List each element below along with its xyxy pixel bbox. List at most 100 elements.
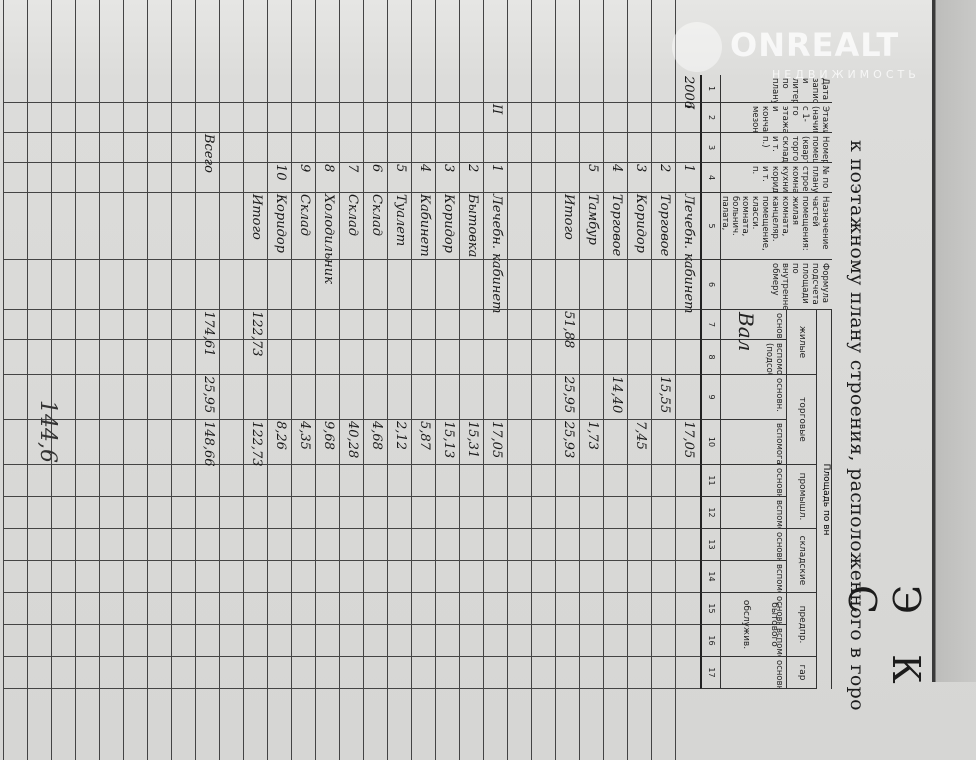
table-cell-col-10: 148,66 xyxy=(196,420,220,467)
table-cell-col-15 xyxy=(28,593,52,625)
table-cell-col-8 xyxy=(484,340,508,375)
table-cell-col-9 xyxy=(412,375,436,420)
table-cell-col-10: 25,93 xyxy=(556,420,580,465)
table-cell-col-2 xyxy=(220,103,244,133)
table-cell-col-15 xyxy=(508,593,532,625)
table-cell-col-4 xyxy=(124,163,148,193)
table-cell-col-14 xyxy=(508,561,532,593)
table-row: 5 Туалет 2,12 xyxy=(387,0,412,760)
table-cell-col-17 xyxy=(364,657,388,689)
table-cell-col-8 xyxy=(556,340,580,375)
table-cell-col-15 xyxy=(652,593,676,625)
table-cell-col-11 xyxy=(460,465,484,497)
table-cell-col-3 xyxy=(316,133,340,163)
table-cell-col-4 xyxy=(148,163,172,193)
table-row xyxy=(75,0,100,760)
table-cell-col-13 xyxy=(580,529,604,561)
table-cell-col-15 xyxy=(4,593,28,625)
table-cell-col-6 xyxy=(76,260,100,310)
table-cell-col-15 xyxy=(76,593,100,625)
table-cell-col-6 xyxy=(364,260,388,310)
table-cell-col-10: 4,68 xyxy=(364,420,388,465)
column-header-11: основн. xyxy=(720,465,786,497)
table-cell-col-1 xyxy=(100,75,124,103)
table-cell-col-5 xyxy=(172,193,196,260)
table-cell-col-14 xyxy=(220,561,244,593)
table-cell-col-13 xyxy=(28,529,52,561)
table-cell-col-14 xyxy=(364,561,388,593)
table-cell-col-14 xyxy=(652,561,676,593)
table-cell-col-1 xyxy=(244,75,268,103)
table-cell-col-3 xyxy=(508,133,532,163)
table-cell-col-16 xyxy=(364,625,388,657)
table-cell-col-1 xyxy=(580,75,604,103)
table-cell-col-6 xyxy=(100,260,124,310)
table-cell-col-4 xyxy=(28,163,52,193)
table-cell-col-10: 40,28 xyxy=(340,420,364,465)
table-cell-col-16 xyxy=(484,625,508,657)
column-group: предпр. бытового обслужив. xyxy=(741,593,816,657)
table-cell-col-5: Склад xyxy=(292,193,316,260)
table-cell-col-2 xyxy=(388,103,412,133)
column-header-9: основн. xyxy=(720,375,786,420)
table-cell-col-12 xyxy=(316,497,340,529)
table-cell-col-7 xyxy=(52,310,76,340)
column-header-14: вспомогательн. xyxy=(720,561,786,593)
table-cell-col-11 xyxy=(52,465,76,497)
table-row xyxy=(507,0,532,760)
table-cell-col-3 xyxy=(28,133,52,163)
table-cell-col-14 xyxy=(484,561,508,593)
table-cell-col-6 xyxy=(412,260,436,310)
table-cell-col-14 xyxy=(676,561,700,593)
table-cell-col-8 xyxy=(316,340,340,375)
table-cell-col-6 xyxy=(580,260,604,310)
table-cell-col-6 xyxy=(604,260,628,310)
table-cell-col-13 xyxy=(268,529,292,561)
table-cell-col-11 xyxy=(100,465,124,497)
table-cell-col-12 xyxy=(244,497,268,529)
table-cell-col-5: Холодильник xyxy=(316,193,340,284)
table-row: II 1 Лечебн. кабинет 17,05 xyxy=(483,0,508,760)
table-cell-col-16 xyxy=(292,625,316,657)
table-cell-col-5: Туалет xyxy=(388,193,412,260)
table-cell-col-13 xyxy=(52,529,76,561)
table-row xyxy=(123,0,148,760)
table-cell-col-2 xyxy=(292,103,316,133)
column-number-6: 6 xyxy=(700,260,720,310)
table-cell-col-8 xyxy=(364,340,388,375)
table-cell-col-13 xyxy=(484,529,508,561)
form-subtitle: к поэтажному плану строения, расположенн… xyxy=(846,140,868,711)
table-cell-col-9 xyxy=(316,375,340,420)
table-cell-col-7 xyxy=(28,310,52,340)
table-cell-col-9 xyxy=(220,375,244,420)
table-cell-col-9 xyxy=(100,375,124,420)
table-cell-col-15 xyxy=(196,593,220,625)
table-row: 3 Коридор 15,13 xyxy=(435,0,460,760)
table-cell-col-15 xyxy=(292,593,316,625)
table-row: 2 Бытовка 15,31 xyxy=(459,0,484,760)
table-cell-col-12 xyxy=(76,497,100,529)
table-cell-col-3 xyxy=(532,133,556,163)
table-cell-col-3 xyxy=(652,133,676,163)
table-cell-col-1 xyxy=(340,75,364,103)
table-cell-col-9: 25,95 xyxy=(196,375,220,420)
table-cell-col-17 xyxy=(268,657,292,689)
table-cell-col-9: 25,95 xyxy=(556,375,580,420)
table-cell-col-4: 4 xyxy=(604,163,628,193)
table-cell-col-16 xyxy=(340,625,364,657)
table-cell-col-14 xyxy=(52,561,76,593)
table-cell-col-2 xyxy=(532,103,556,133)
table-cell-col-5: Тамбур xyxy=(580,193,604,260)
table-cell-col-10 xyxy=(76,420,100,465)
table-cell-col-11 xyxy=(28,465,52,497)
table-cell-col-9 xyxy=(364,375,388,420)
table-cell-col-17 xyxy=(100,657,124,689)
table-cell-col-15 xyxy=(580,593,604,625)
table-cell-col-6 xyxy=(196,260,220,310)
table-cell-col-4: 4 xyxy=(412,163,436,193)
table-cell-col-10: 17,05 xyxy=(676,420,700,465)
table-cell-col-10 xyxy=(172,420,196,465)
table-cell-col-8 xyxy=(628,340,652,375)
table-cell-col-7 xyxy=(340,310,364,340)
table-cell-col-16 xyxy=(460,625,484,657)
